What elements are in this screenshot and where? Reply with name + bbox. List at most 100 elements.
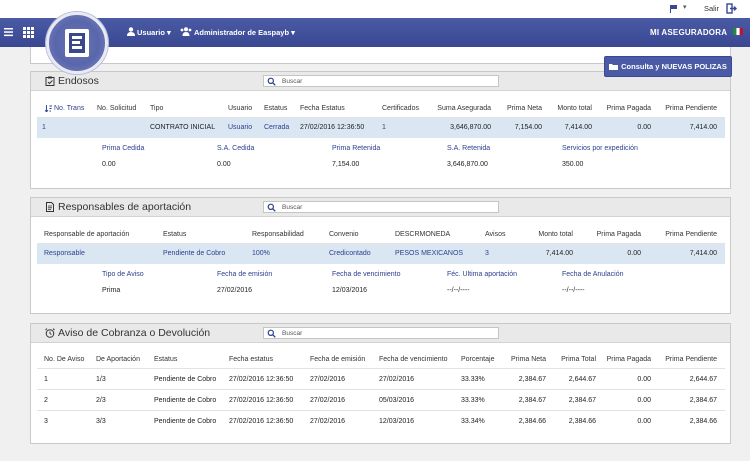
cell-porcentaje: 33.33% xyxy=(461,397,485,404)
cell-estatus: Pendiente de Cobro xyxy=(154,397,217,404)
cell-certificados: 1 xyxy=(382,124,386,131)
col-prima-pagada[interactable]: Prima Pagada xyxy=(596,231,641,238)
col-suma-asegurada[interactable]: Suma Asegurada xyxy=(437,105,491,112)
responsables-search-input[interactable] xyxy=(282,202,496,212)
col-fecha-estatus[interactable]: Fecha estatus xyxy=(229,356,273,363)
detail-label: Servicios por expedición xyxy=(562,145,638,152)
col-estatus[interactable]: Estatus xyxy=(154,356,178,363)
col-no-solicitud[interactable]: No. Solicitud xyxy=(97,105,137,112)
avisos-header: Aviso de Cobranza o Devolución xyxy=(31,324,730,343)
cell-prima-pagada: 0.00 xyxy=(637,418,651,425)
col-estatus[interactable]: Estatus xyxy=(163,231,187,238)
cell-prima-pendiente: 7,414.00 xyxy=(689,250,717,257)
col-prima-pendiente[interactable]: Prima Pendiente xyxy=(665,105,717,112)
logout-link[interactable]: Salir xyxy=(704,4,720,13)
endosos-search[interactable] xyxy=(263,75,499,87)
endosos-header: Endosos xyxy=(31,72,730,91)
divider xyxy=(37,410,725,411)
cell-fecha-estatus: 27/02/2016 12:36:50 xyxy=(300,124,365,131)
divider xyxy=(37,368,725,369)
col-avisos[interactable]: Avisos xyxy=(485,231,506,238)
cell-aportacion: 3/3 xyxy=(96,418,106,425)
apps-grid-icon[interactable] xyxy=(23,27,34,38)
col-no-trans[interactable]: No. Trans xyxy=(54,105,85,112)
col-prima-pagada[interactable]: Prima Pagada xyxy=(606,105,651,112)
cell-no-aviso: 1 xyxy=(44,376,48,383)
avisos-search[interactable] xyxy=(263,327,499,339)
cell-porcentaje: 33.33% xyxy=(461,376,485,383)
col-convenio[interactable]: Convenio xyxy=(329,231,359,238)
table-row[interactable] xyxy=(37,244,725,264)
col-fecha-emision[interactable]: Fecha de emisión xyxy=(310,356,366,363)
col-prima-pagada[interactable]: Prima Pagada xyxy=(606,356,651,363)
utility-bar: ▾ Salir xyxy=(0,0,750,18)
detail-label: Tipo de Aviso xyxy=(102,271,144,278)
cell-moneda: PESOS MEXICANOS xyxy=(395,250,464,257)
company-name: MI ASEGURADORA xyxy=(650,28,728,37)
flag-icon[interactable] xyxy=(669,4,679,14)
col-tipo[interactable]: Tipo xyxy=(150,105,164,112)
cell-responsable: Responsable xyxy=(44,250,85,257)
hamburger-menu-icon[interactable] xyxy=(4,27,13,37)
document-icon xyxy=(46,202,54,212)
consult-new-policies-button[interactable]: Consulta y NUEVAS POLIZAS xyxy=(604,56,732,77)
col-monto-total[interactable]: Monto total xyxy=(538,231,573,238)
alarm-clock-icon xyxy=(45,328,55,338)
cell-fecha-emision: 27/02/2016 xyxy=(310,376,346,383)
col-prima-neta[interactable]: Prima Neta xyxy=(506,105,542,112)
cell-prima-total: 2,644.67 xyxy=(568,376,596,383)
cell-fecha-emision: 27/02/2016 xyxy=(310,418,346,425)
col-prima-pendiente[interactable]: Prima Pendiente xyxy=(665,231,717,238)
cell-porcentaje: 33.34% xyxy=(461,418,485,425)
col-fecha-estatus[interactable]: Fecha Estatus xyxy=(300,105,345,112)
cell-avisos: 3 xyxy=(485,250,489,257)
search-icon xyxy=(267,77,276,86)
clipboard-icon xyxy=(45,76,55,86)
cell-aportacion: 1/3 xyxy=(96,376,106,383)
chevron-down-icon[interactable]: ▾ xyxy=(683,4,687,11)
cell-prima-total: 2,384.67 xyxy=(568,397,596,404)
exit-icon[interactable] xyxy=(726,3,737,14)
cell-prima-pagada: 0.00 xyxy=(627,250,641,257)
col-descrmoneda[interactable]: DESCRMONEDA xyxy=(395,231,451,238)
cell-fecha-estatus: 27/02/2016 12:36:50 xyxy=(229,376,294,383)
col-responsable[interactable]: Responsable de aportación xyxy=(44,231,130,238)
col-certificados[interactable]: Certificados xyxy=(382,105,419,112)
folder-icon xyxy=(609,64,619,70)
col-no-aviso[interactable]: No. De Aviso xyxy=(44,356,85,363)
cell-estatus: Pendiente de Cobro xyxy=(163,250,226,257)
col-prima-neta[interactable]: Prima Neta xyxy=(510,356,546,363)
user-menu[interactable]: Usuario ▾ xyxy=(137,28,171,37)
cell-monto-total: 7,414.00 xyxy=(564,124,592,131)
detail-value: 3,646,870.00 xyxy=(447,161,488,168)
cell-fecha-vencimiento: 27/02/2016 xyxy=(379,376,415,383)
col-responsabilidad[interactable]: Responsabilidad xyxy=(252,231,304,238)
endosos-search-input[interactable] xyxy=(282,76,496,86)
detail-value: 0.00 xyxy=(102,161,116,168)
avisos-search-input[interactable] xyxy=(282,328,496,338)
endosos-panel: Endosos No. Trans No. Solicitud Tipo Usu… xyxy=(30,71,731,189)
mexico-flag-icon[interactable] xyxy=(733,28,743,35)
col-prima-total[interactable]: Prima Total xyxy=(561,356,596,363)
col-prima-pendiente[interactable]: Prima Pendiente xyxy=(665,356,717,363)
col-aportacion[interactable]: De Aportación xyxy=(96,356,140,363)
col-monto-total[interactable]: Monto total xyxy=(557,105,592,112)
cell-fecha-estatus: 27/02/2016 12:36:50 xyxy=(229,418,294,425)
cell-estatus: Pendiente de Cobro xyxy=(154,376,217,383)
table-row[interactable] xyxy=(37,118,725,138)
col-porcentaje[interactable]: Porcentaje xyxy=(461,356,495,363)
detail-label: Prima Cedida xyxy=(102,145,145,152)
sort-icon[interactable] xyxy=(45,105,52,112)
col-fecha-vencimiento[interactable]: Fecha de vencimiento xyxy=(379,356,448,363)
app-logo[interactable] xyxy=(46,12,108,74)
col-estatus[interactable]: Estatus xyxy=(264,105,288,112)
detail-value: 12/03/2016 xyxy=(332,287,368,294)
responsables-search[interactable] xyxy=(263,201,499,213)
cell-prima-neta: 7,154.00 xyxy=(514,124,542,131)
cell-prima-pagada: 0.00 xyxy=(637,124,651,131)
logo-emblem-icon xyxy=(65,29,89,57)
cell-prima-total: 2,384.66 xyxy=(568,418,596,425)
admin-menu[interactable]: Administrador de Easpayb ▾ xyxy=(194,28,295,37)
col-usuario[interactable]: Usuario xyxy=(228,105,253,112)
cell-no-aviso: 3 xyxy=(44,418,48,425)
